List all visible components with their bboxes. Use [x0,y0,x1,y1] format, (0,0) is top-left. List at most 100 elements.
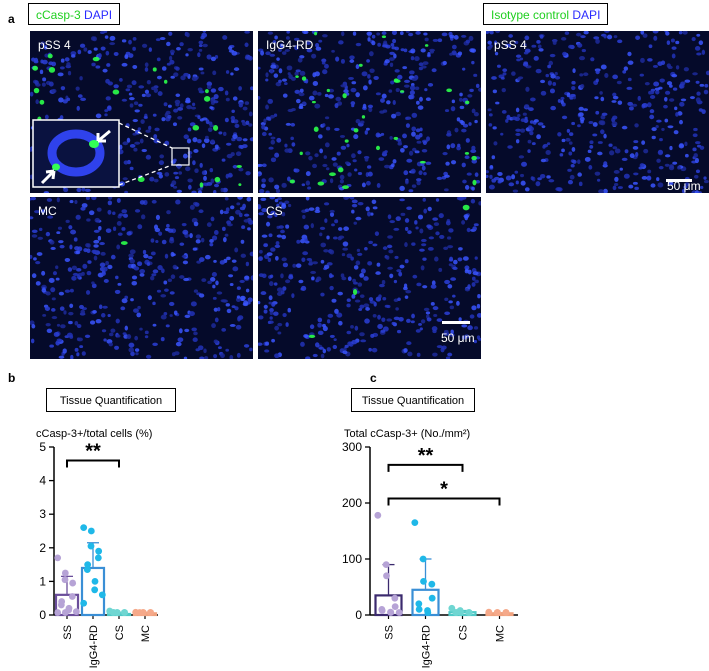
data-point [68,593,76,600]
panel-b-letter: b [8,371,16,385]
chart-c-title: Total cCasp-3+ (No./mm²) [344,428,471,440]
x-tick-label: SS [384,625,396,640]
significance-bracket: ** [66,440,120,468]
x-tick-label: CS [458,625,470,640]
x-tick-label: IgG4-RD [88,625,100,668]
data-point [95,547,103,555]
data-point [424,609,432,616]
significance-bracket: ** [387,445,464,472]
data-point [54,554,62,562]
data-point [146,609,154,616]
data-point [136,609,144,616]
data-point [91,578,99,585]
data-point [494,609,501,616]
y-tick-label: 4 [39,474,46,488]
scale-bar-label: 50 μm [667,179,701,193]
micrograph-texture [258,31,481,193]
y-tick-label: 300 [342,440,362,454]
inset-source-box [171,147,190,166]
micrograph-label: CS [266,204,283,218]
micrograph-mc-ccasp3: MC [30,197,253,359]
error-bar [382,563,395,596]
scale-bar [442,321,470,324]
significance-label: * [440,479,448,501]
data-point [120,609,128,616]
data-point [61,569,69,577]
data-point [452,609,460,616]
stain-counterstain-label: DAPI [572,8,601,22]
data-point [391,603,399,610]
data-point [80,599,88,607]
nuclei-group [258,197,481,359]
panel-c-letter: c [370,371,377,385]
data-point [72,608,80,616]
nuclei-group [258,31,481,193]
micrograph-texture [486,31,709,193]
data-point [428,580,436,588]
y-tick-label: 200 [342,496,362,510]
stain-legend-left: cCasp-3 DAPI [28,3,121,25]
arrow-icon [96,129,111,143]
data-point [83,566,91,574]
micrograph-texture [30,31,253,193]
x-tick-label: MC [495,625,507,642]
micrograph-label: pSS 4 [494,38,527,52]
data-point [61,576,69,584]
scale-bar-label: 50 μm [441,331,475,345]
x-tick-label: MC [140,625,152,642]
panel-a-letter: a [8,12,15,26]
data-point [415,606,423,613]
data-point [411,519,419,526]
significance-bracket: * [387,479,501,506]
data-point [382,561,390,568]
x-tick-label: CS [114,625,126,640]
data-point [395,609,403,616]
nuclei-group [486,31,709,193]
data-point [383,572,390,580]
data-point [485,608,493,616]
scale-bar [666,179,692,182]
green-signal-group [308,204,470,339]
micrograph-pss4-isotype: pSS 4 50 μm [486,31,709,193]
significance-label: ** [85,440,101,462]
x-tick-label: IgG4-RD [421,625,433,668]
micrograph-texture [30,197,253,359]
micrograph-igg4rd-ccasp3: IgG4-RD [258,31,481,193]
micrograph-pss4-ccasp3: pSS 4 [30,31,253,193]
data-point [87,542,95,550]
data-point [80,524,88,532]
data-point [502,609,510,616]
quantification-box-b: Tissue Quantification [46,388,176,412]
stain-legend-right: Isotype control DAPI [483,3,609,25]
green-signal-group [120,241,128,245]
data-point [428,594,436,602]
micrograph-cs-ccasp3: CS 50 μm [258,197,481,359]
stain-counterstain-label: DAPI [84,8,113,22]
significance-label: ** [418,445,434,467]
data-point [374,511,382,519]
bar [80,566,106,617]
data-point [415,600,423,608]
y-tick-label: 100 [342,552,362,566]
data-point [91,586,99,594]
green-signal-group [32,53,242,188]
y-tick-label: 5 [39,440,46,454]
data-point [109,609,117,616]
stain-marker-label: Isotype control [491,8,570,22]
y-tick-label: 3 [39,507,46,521]
green-signal-group [289,31,477,190]
data-point [419,555,427,563]
y-tick-label: 2 [39,541,46,555]
chart-b-title: cCasp-3+/total cells (%) [36,428,153,440]
chart-b: 0 1 2 3 4 5 SS IgG4-RD CS MC ** [39,440,158,668]
micrograph-label: pSS 4 [38,38,71,52]
data-point [420,578,427,585]
micrograph-label: MC [38,204,57,218]
stain-marker-label: cCasp-3 [36,8,81,22]
micrograph-texture [258,197,481,359]
data-point [84,561,92,568]
data-point [54,609,62,616]
data-point [378,607,386,614]
data-point [61,609,69,616]
